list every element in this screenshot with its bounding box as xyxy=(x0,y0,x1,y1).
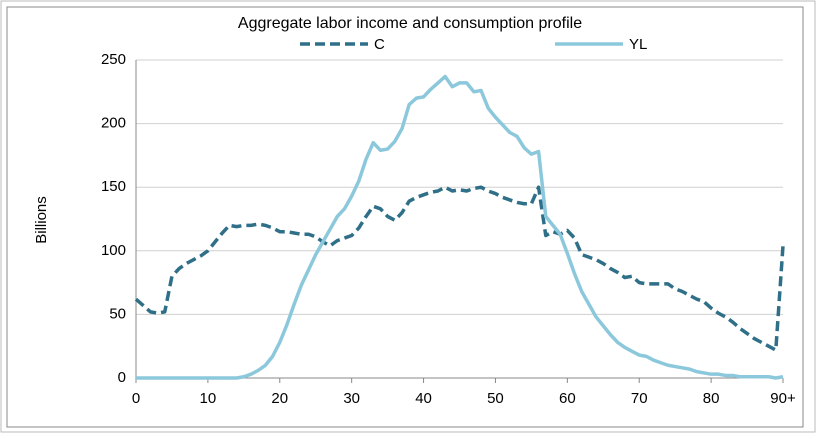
y-tick-label: 50 xyxy=(109,305,126,322)
x-tick-label: 70 xyxy=(631,390,648,407)
x-tick-label: 30 xyxy=(343,390,360,407)
y-tick-label: 0 xyxy=(118,369,126,386)
x-tick-label: 10 xyxy=(200,390,217,407)
y-tick-label: 150 xyxy=(101,178,126,195)
x-tick-label: 40 xyxy=(415,390,432,407)
x-tick-label: 90+ xyxy=(770,390,796,407)
x-tick-label: 80 xyxy=(703,390,720,407)
legend-label: C xyxy=(374,36,385,53)
series-line xyxy=(136,74,784,380)
x-tick-label: 60 xyxy=(559,390,576,407)
y-tick-label: 200 xyxy=(101,115,126,132)
plot-frame xyxy=(6,6,804,428)
x-tick-label: 20 xyxy=(271,390,288,407)
series-line xyxy=(134,185,785,352)
y-axis-label: Billions xyxy=(33,196,50,244)
y-tick-label: 100 xyxy=(101,242,126,259)
x-tick-label: 50 xyxy=(487,390,504,407)
legend-label: YL xyxy=(629,36,647,53)
y-tick-label: 250 xyxy=(101,51,126,68)
x-tick-label: 0 xyxy=(132,390,140,407)
chart-title: Aggregate labor income and consumption p… xyxy=(238,15,582,32)
